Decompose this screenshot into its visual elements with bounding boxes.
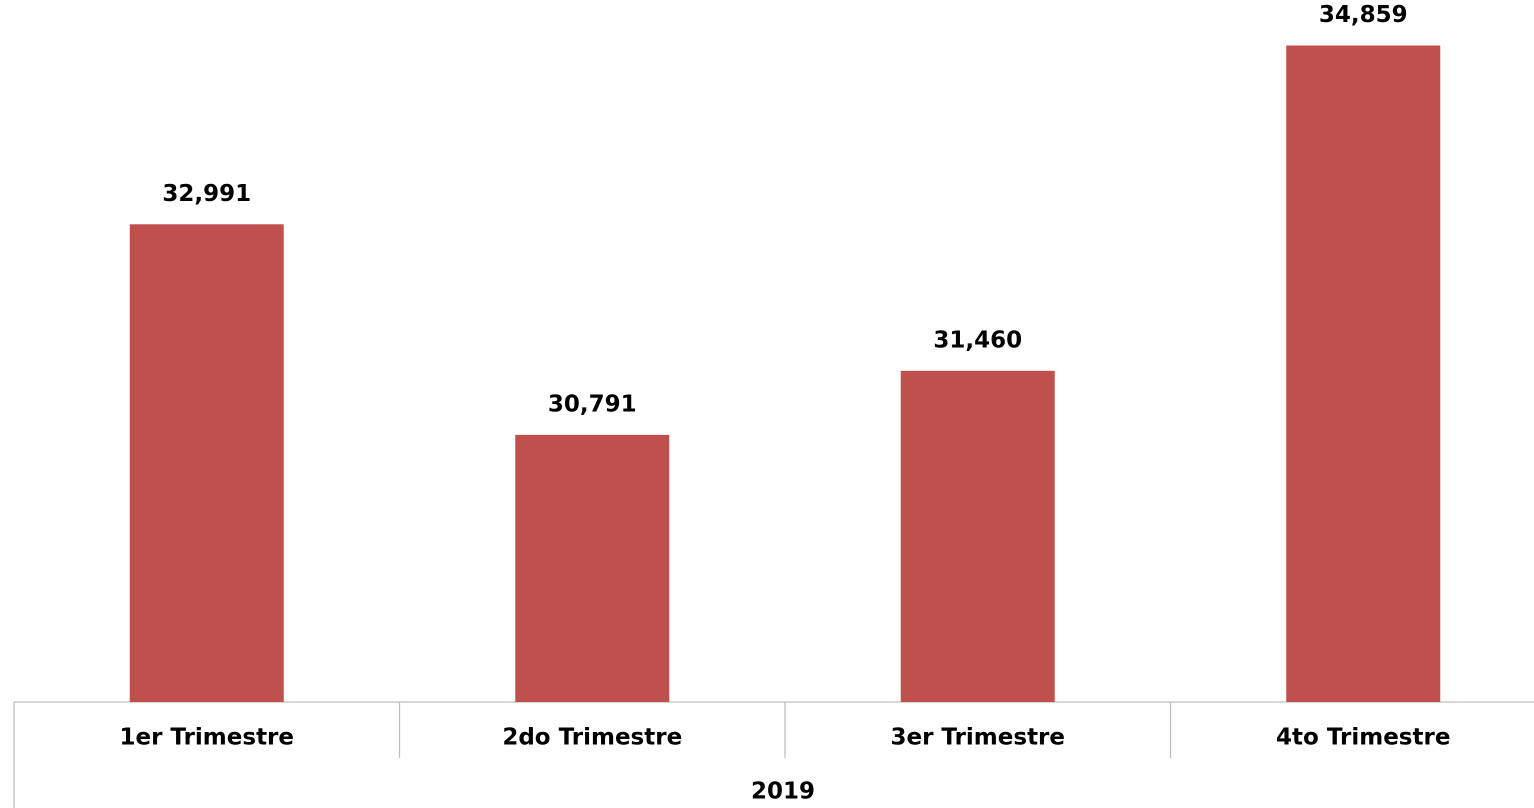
data-label: 30,791 bbox=[548, 391, 637, 417]
x-tick-label: 2do Trimestre bbox=[502, 725, 682, 751]
bar bbox=[900, 370, 1055, 702]
bar bbox=[1286, 45, 1441, 702]
bar bbox=[515, 434, 670, 702]
x-tick-label: 3er Trimestre bbox=[890, 725, 1065, 751]
data-label: 32,991 bbox=[162, 181, 251, 207]
group-label: 2019 bbox=[751, 779, 815, 805]
data-label: 34,859 bbox=[1319, 2, 1408, 28]
data-label: 31,460 bbox=[933, 327, 1022, 353]
x-tick-label: 1er Trimestre bbox=[119, 725, 294, 751]
bar bbox=[129, 224, 284, 703]
x-tick-label: 4to Trimestre bbox=[1276, 725, 1450, 751]
